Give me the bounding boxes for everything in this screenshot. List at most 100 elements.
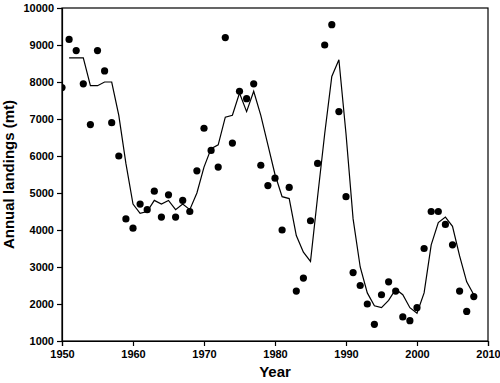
tick-label: 1990 [334,348,358,360]
tick-mark [57,304,62,305]
point [87,121,94,128]
point [80,80,87,87]
y-axis-title: Annual landings (mt) [0,100,17,249]
point [456,287,463,294]
point [378,291,385,298]
point [257,162,264,169]
point [399,313,406,320]
point [279,226,286,233]
point [222,34,229,41]
tick-mark [57,230,62,231]
axis-line [63,342,489,347]
tick-label: 7000 [30,113,54,125]
point [428,208,435,215]
point [250,80,257,87]
tick: 10000 [23,2,62,14]
point [62,84,66,91]
tick-label: 9000 [30,39,54,51]
tick-label: 8000 [30,76,54,88]
tick-mark [57,45,62,46]
point [286,184,293,191]
tick-label: 10000 [23,2,54,14]
point [158,213,165,220]
tick: 5000 [30,187,62,199]
point [73,47,80,54]
point [357,282,364,289]
tick: 1990 [334,341,358,360]
tick-label: 1980 [263,348,287,360]
tick-label: 5000 [30,187,54,199]
fit-line [69,58,474,313]
point [129,225,136,232]
tick-label: 1000 [30,335,54,347]
tick: 7000 [30,113,62,125]
point [350,269,357,276]
tick-mark [133,341,134,346]
tick: 1980 [263,341,287,360]
tick-mark [57,156,62,157]
plot-frame [62,8,488,341]
point [122,215,129,222]
point [179,197,186,204]
point [314,160,321,167]
tick: 1960 [121,341,145,360]
tick: 2000 [30,298,62,310]
tick: 1970 [192,341,216,360]
point [406,317,413,324]
tick: 6000 [30,150,62,162]
tick-label: 1950 [50,348,74,360]
point [66,36,73,43]
tick: 4000 [30,224,62,236]
tick: 2000 [405,341,429,360]
tick: 8000 [30,76,62,88]
point [137,201,144,208]
tick: 1000 [30,335,62,347]
tick-mark [57,193,62,194]
tick: 2010 [476,341,500,360]
tick-label: 2000 [30,298,54,310]
tick-mark [488,341,489,346]
point [364,300,371,307]
y-axis: 1000 2000 3000 4000 5000 6000 7000 8000 9000 1000… [23,2,62,347]
point [442,221,449,228]
point [215,164,222,171]
tick-mark [57,341,62,342]
tick-mark [57,119,62,120]
point [243,95,250,102]
tick: 9000 [30,39,62,51]
point [435,208,442,215]
tick-mark [204,341,205,346]
point [321,41,328,48]
point [449,241,456,248]
tick-label: 1960 [121,348,145,360]
point [94,47,101,54]
tick-label: 6000 [30,150,54,162]
tick-label: 2010 [476,348,500,360]
point [115,152,122,159]
x-axis: 1950 1960 1970 1980 1990 2000 2010 [50,341,500,360]
tick-label: 1970 [192,348,216,360]
tick-mark [417,341,418,346]
tick: 3000 [30,261,62,273]
tick-label: 4000 [30,224,54,236]
tick-mark [57,82,62,83]
point [200,125,207,132]
plot: 1950 1960 1970 1980 1990 2000 2010 1000 2000 3000… [23,2,500,360]
point [193,167,200,174]
tick-mark [346,341,347,346]
tick-label: 3000 [30,261,54,273]
point [293,287,300,294]
point [101,67,108,74]
tick-mark [57,8,62,9]
chart: 1950 1960 1970 1980 1990 2000 2010 1000 2000 3000… [0,0,500,383]
point [172,213,179,220]
point [342,193,349,200]
point [151,188,158,195]
point [307,217,314,224]
point [463,308,470,315]
point [300,275,307,282]
point [165,191,172,198]
point [335,108,342,115]
point [371,321,378,328]
point [421,245,428,252]
